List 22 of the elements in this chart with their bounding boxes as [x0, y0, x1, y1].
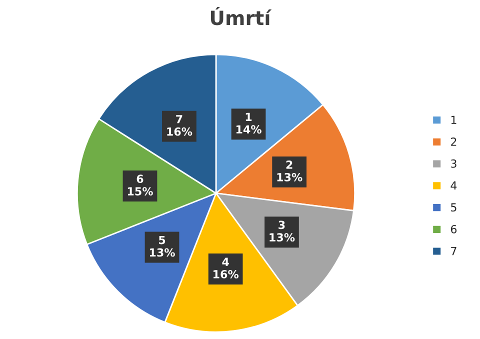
legend-label: 7: [451, 247, 456, 256]
slice-label: 4: [222, 258, 229, 266]
slice-label: 3: [278, 220, 285, 230]
data-label: 16%: [167, 127, 192, 136]
legend-label: 3: [451, 159, 456, 168]
legend-label: 1: [451, 116, 456, 124]
legend-label: 6: [450, 225, 457, 234]
data-label: 16%: [214, 270, 239, 278]
data-label: 15%: [128, 187, 153, 196]
data-label: 13%: [150, 248, 175, 257]
slice-label: 1: [246, 112, 252, 121]
legend-label: 4: [450, 181, 457, 190]
slice-label: 6: [136, 174, 144, 184]
slice-label: 5: [159, 236, 166, 244]
data-label: 14%: [236, 125, 262, 134]
legend-label: 5: [451, 203, 456, 212]
data-label: 13%: [270, 233, 295, 242]
slice-label: 7: [176, 115, 182, 124]
data-label: 13%: [277, 172, 302, 182]
chart-title: Úmrtí: [210, 6, 272, 26]
legend-label: 2: [450, 138, 456, 146]
slice-label: 2: [286, 160, 292, 169]
